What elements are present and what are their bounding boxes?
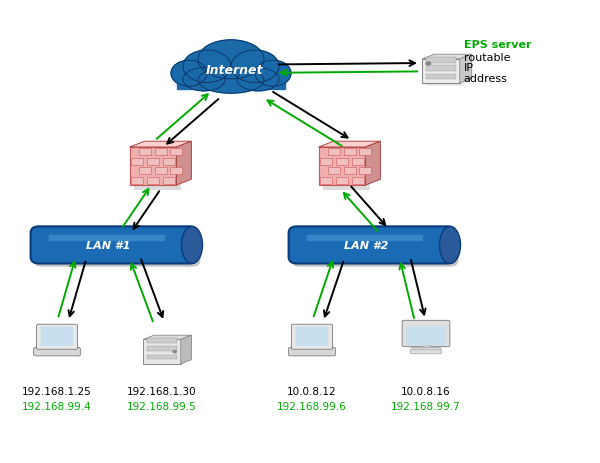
- Bar: [139, 168, 151, 175]
- FancyBboxPatch shape: [34, 230, 200, 267]
- Bar: [426, 58, 456, 63]
- FancyBboxPatch shape: [307, 235, 423, 242]
- Text: 10.0.8.12: 10.0.8.12: [287, 387, 337, 397]
- Bar: [147, 178, 159, 184]
- Bar: [344, 149, 356, 156]
- Ellipse shape: [439, 227, 461, 264]
- Ellipse shape: [198, 68, 264, 94]
- Text: 192.168.99.5: 192.168.99.5: [127, 401, 197, 412]
- Text: 192.168.1.25: 192.168.1.25: [22, 387, 92, 397]
- FancyBboxPatch shape: [41, 327, 73, 346]
- Bar: [422, 60, 460, 84]
- Bar: [426, 66, 456, 72]
- Ellipse shape: [198, 41, 264, 80]
- Text: 192.168.99.4: 192.168.99.4: [22, 401, 92, 412]
- FancyBboxPatch shape: [34, 348, 80, 356]
- Bar: [170, 168, 182, 175]
- Ellipse shape: [182, 227, 203, 264]
- FancyBboxPatch shape: [406, 326, 446, 345]
- Bar: [319, 148, 365, 186]
- Bar: [163, 158, 175, 165]
- Bar: [336, 158, 348, 165]
- Bar: [328, 149, 340, 156]
- Ellipse shape: [171, 61, 207, 87]
- Polygon shape: [130, 142, 191, 148]
- Text: IP: IP: [464, 63, 474, 73]
- Ellipse shape: [183, 69, 225, 92]
- Text: LAN #1: LAN #1: [86, 240, 130, 250]
- Text: Internet: Internet: [205, 63, 263, 76]
- FancyBboxPatch shape: [323, 152, 370, 190]
- FancyBboxPatch shape: [292, 325, 332, 350]
- FancyBboxPatch shape: [402, 321, 450, 347]
- Text: routable: routable: [464, 53, 510, 63]
- Bar: [147, 338, 177, 343]
- Bar: [422, 344, 430, 350]
- Ellipse shape: [183, 51, 231, 83]
- Bar: [359, 149, 371, 156]
- FancyBboxPatch shape: [296, 327, 328, 346]
- Text: 192.168.99.7: 192.168.99.7: [391, 401, 461, 412]
- FancyBboxPatch shape: [31, 227, 197, 264]
- Polygon shape: [422, 55, 472, 60]
- Ellipse shape: [255, 61, 291, 87]
- FancyBboxPatch shape: [49, 235, 165, 242]
- Bar: [163, 178, 175, 184]
- FancyBboxPatch shape: [410, 350, 442, 354]
- Bar: [139, 149, 151, 156]
- Bar: [147, 355, 177, 359]
- FancyBboxPatch shape: [134, 152, 181, 190]
- Bar: [131, 158, 143, 165]
- Bar: [320, 178, 332, 184]
- FancyBboxPatch shape: [411, 348, 441, 353]
- FancyBboxPatch shape: [427, 63, 464, 87]
- FancyBboxPatch shape: [37, 325, 77, 350]
- Text: 192.168.99.6: 192.168.99.6: [277, 401, 347, 412]
- Text: 192.168.1.30: 192.168.1.30: [127, 387, 197, 397]
- Bar: [155, 149, 167, 156]
- Ellipse shape: [231, 51, 279, 83]
- Bar: [130, 148, 176, 186]
- Polygon shape: [181, 336, 191, 364]
- Polygon shape: [365, 142, 380, 186]
- Bar: [352, 178, 364, 184]
- Circle shape: [425, 62, 431, 67]
- Bar: [328, 168, 340, 175]
- Bar: [177, 74, 285, 90]
- FancyBboxPatch shape: [289, 348, 335, 356]
- Text: address: address: [464, 74, 508, 84]
- Bar: [320, 158, 332, 165]
- Bar: [344, 168, 356, 175]
- Polygon shape: [143, 336, 191, 340]
- Text: EPS server: EPS server: [464, 40, 532, 50]
- Bar: [143, 340, 181, 364]
- Circle shape: [172, 350, 177, 354]
- Ellipse shape: [237, 69, 279, 92]
- Text: LAN #2: LAN #2: [344, 240, 388, 250]
- Bar: [147, 158, 159, 165]
- Text: 10.0.8.16: 10.0.8.16: [401, 387, 451, 397]
- Bar: [426, 75, 456, 80]
- Bar: [359, 168, 371, 175]
- Polygon shape: [176, 142, 191, 186]
- FancyBboxPatch shape: [292, 230, 458, 267]
- Bar: [155, 168, 167, 175]
- Bar: [170, 149, 182, 156]
- FancyBboxPatch shape: [289, 227, 455, 264]
- Bar: [131, 178, 143, 184]
- Bar: [352, 158, 364, 165]
- Bar: [147, 346, 177, 351]
- Polygon shape: [460, 55, 472, 84]
- Bar: [336, 178, 348, 184]
- Polygon shape: [319, 142, 380, 148]
